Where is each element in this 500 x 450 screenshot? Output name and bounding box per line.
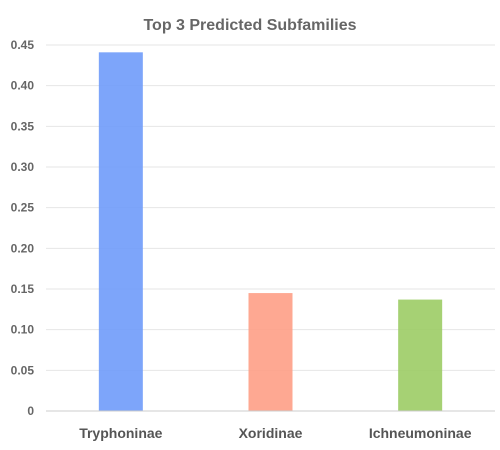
bars bbox=[98, 52, 443, 411]
y-tick-label: 0.35 bbox=[11, 119, 35, 133]
y-tick-label: 0.30 bbox=[11, 160, 35, 174]
y-axis-ticks: 0 0.05 0.10 0.15 0.20 0.25 0.30 0.35 0.40 0.45 bbox=[11, 38, 35, 418]
y-tick-label: 0 bbox=[27, 404, 34, 418]
y-tick-label: 0.45 bbox=[11, 38, 35, 52]
y-tick-label: 0.25 bbox=[11, 201, 35, 215]
y-tick-label: 0.15 bbox=[11, 282, 35, 296]
bar-ichneumoninae[interactable] bbox=[398, 299, 443, 411]
bar-xoridinae[interactable] bbox=[248, 293, 293, 411]
y-tick-label: 0.40 bbox=[11, 79, 35, 93]
x-axis-ticks: Tryphoninae Xoridinae Ichneumoninae bbox=[79, 425, 472, 441]
x-tick-label: Tryphoninae bbox=[79, 425, 162, 441]
x-tick-label: Ichneumoninae bbox=[369, 425, 472, 441]
y-tick-label: 0.10 bbox=[11, 323, 35, 337]
x-tick-label: Xoridinae bbox=[239, 425, 303, 441]
chart-title: Top 3 Predicted Subfamilies bbox=[143, 17, 356, 34]
bar-tryphoninae[interactable] bbox=[98, 52, 143, 411]
y-tick-label: 0.05 bbox=[11, 363, 35, 377]
y-tick-label: 0.20 bbox=[11, 241, 35, 255]
